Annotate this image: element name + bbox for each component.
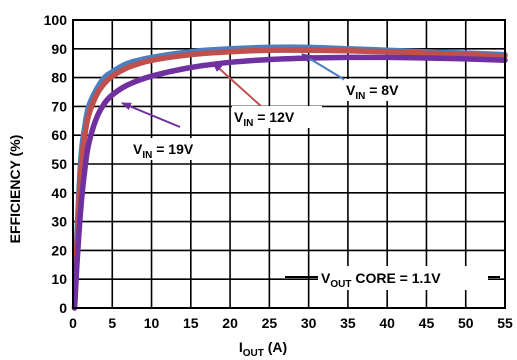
x-tick-label: 0 xyxy=(69,315,77,331)
y-tick-label: 50 xyxy=(51,156,67,172)
y-tick-label: 30 xyxy=(51,214,67,230)
arrow-vin-19v xyxy=(121,102,181,128)
x-tick-label: 5 xyxy=(108,315,116,331)
arrow-vin-12v xyxy=(212,62,263,108)
x-tick-label: 45 xyxy=(419,315,435,331)
y-tick-label: 10 xyxy=(51,271,67,287)
plot-border xyxy=(72,19,506,309)
y-tick-label: 40 xyxy=(51,185,67,201)
y-tick-label: 60 xyxy=(51,127,67,143)
x-tick-labels: 0 5 10 15 20 25 30 35 40 45 50 55 xyxy=(69,315,513,331)
x-tick-label: 40 xyxy=(379,315,395,331)
x-tick-label: 20 xyxy=(222,315,238,331)
series-line-1 xyxy=(71,47,508,311)
x-tick-label: 30 xyxy=(301,315,317,331)
vout-label-bg xyxy=(318,266,488,290)
x-axis-title-main: I xyxy=(239,339,243,355)
x-axis-title-unit: (A) xyxy=(264,339,287,355)
vin-19v-label-bg xyxy=(130,138,222,160)
x-tick-label: 55 xyxy=(497,315,513,331)
vin-19v-label: VIN = 19V xyxy=(133,141,194,161)
arrow-vin-8v xyxy=(301,53,346,81)
y-tick-label: 100 xyxy=(44,12,68,28)
y-tick-label: 0 xyxy=(59,300,67,316)
x-axis-title: IOUT (A) xyxy=(239,339,287,359)
vin-12v-label-bg xyxy=(232,106,322,128)
x-tick-label: 15 xyxy=(183,315,199,331)
y-tick-label: 80 xyxy=(51,70,67,86)
y-tick-label: 70 xyxy=(51,98,67,114)
x-tick-label: 50 xyxy=(458,315,474,331)
x-tick-label: 35 xyxy=(340,315,356,331)
x-axis-title-sub: OUT xyxy=(243,348,264,359)
vin-8v-label: VIN = 8V xyxy=(346,82,399,102)
vin-12v-label: VIN = 12V xyxy=(234,109,295,129)
series-group xyxy=(71,44,508,311)
annotation-arrows xyxy=(121,53,500,278)
y-tick-labels: 0 10 20 30 40 50 60 70 80 90 100 xyxy=(44,12,68,316)
y-tick-label: 90 xyxy=(51,41,67,57)
y-axis-title: EFFICIENCY (%) xyxy=(7,135,23,244)
x-tick-label: 10 xyxy=(144,315,160,331)
y-tick-label: 20 xyxy=(51,242,67,258)
vout-core-label: VOUT CORE = 1.1V xyxy=(321,270,441,290)
series-line-2 xyxy=(71,54,508,311)
plot-frame xyxy=(72,19,506,309)
x-tick-label: 25 xyxy=(262,315,278,331)
vin-8v-label-bg xyxy=(344,79,424,101)
